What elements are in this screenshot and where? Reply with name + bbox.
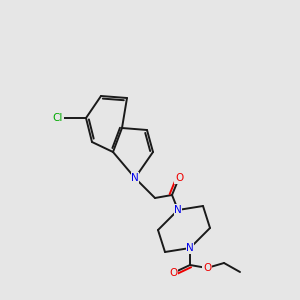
Text: Cl: Cl: [53, 113, 63, 123]
Text: O: O: [175, 173, 183, 183]
Text: O: O: [203, 263, 211, 273]
Text: N: N: [131, 173, 139, 183]
Text: N: N: [186, 243, 194, 253]
Text: O: O: [169, 268, 177, 278]
Text: N: N: [174, 205, 182, 215]
